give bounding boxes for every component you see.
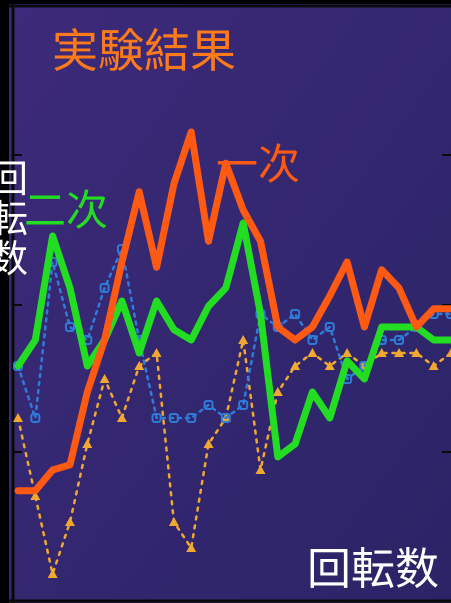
series-line-2: [14, 219, 451, 461]
series-4-point-11: [203, 439, 214, 448]
series-layer: [13, 128, 451, 578]
series-4-point-14: [255, 465, 266, 474]
series-4-point-6: [116, 413, 127, 422]
series-3-point-11: [203, 400, 214, 410]
series-3-point-16: [290, 309, 301, 319]
series-4-point-22: [394, 348, 405, 357]
series-4-point-10: [186, 543, 197, 552]
series-4-point-21: [376, 348, 387, 357]
series-4-point-25: [446, 348, 451, 357]
series-label-second-order: 二次: [24, 186, 109, 235]
series-line-1: [14, 128, 451, 495]
series-3-point-25: [446, 309, 451, 319]
axis-ticks: [13, 154, 451, 453]
series-4-point-9: [168, 517, 179, 526]
series-3-point-13: [238, 400, 249, 410]
series-3-point-3: [64, 322, 75, 332]
x-axis-label: 回転数: [307, 544, 439, 595]
series-4-point-7: [134, 361, 145, 370]
series-4-point-16: [290, 361, 301, 370]
series-3-point-18: [324, 322, 335, 332]
series-4-point-23: [411, 348, 422, 357]
series-4-point-13: [238, 335, 249, 344]
series-4-point-0: [13, 413, 23, 422]
series-3-point-22: [394, 335, 405, 345]
series-4-point-3: [64, 517, 75, 526]
series-3-point-10: [186, 413, 197, 423]
series-4-point-24: [428, 361, 439, 370]
series-4-point-17: [307, 348, 318, 357]
series-3-point-9: [168, 413, 179, 423]
chart-title: 実験結果: [52, 24, 236, 78]
series-4-point-1: [30, 491, 41, 500]
series-3-point-8: [151, 413, 162, 423]
plot-background: [9, 4, 451, 603]
series-4-point-8: [151, 348, 162, 357]
series-3-point-5: [99, 283, 110, 293]
series-4-point-18: [324, 361, 335, 370]
series-3-point-17: [307, 335, 318, 345]
y-axis-label: 回転数: [0, 157, 29, 281]
series-3-point-12: [220, 413, 231, 423]
series-4-point-19: [342, 348, 353, 357]
series-label-first-order: 一次: [216, 140, 301, 189]
series-4-point-2: [47, 569, 58, 578]
series-3-point-1: [30, 413, 41, 423]
series-4-point-4: [82, 439, 93, 448]
series-4-point-15: [272, 387, 283, 396]
series-4-point-5: [99, 374, 110, 383]
